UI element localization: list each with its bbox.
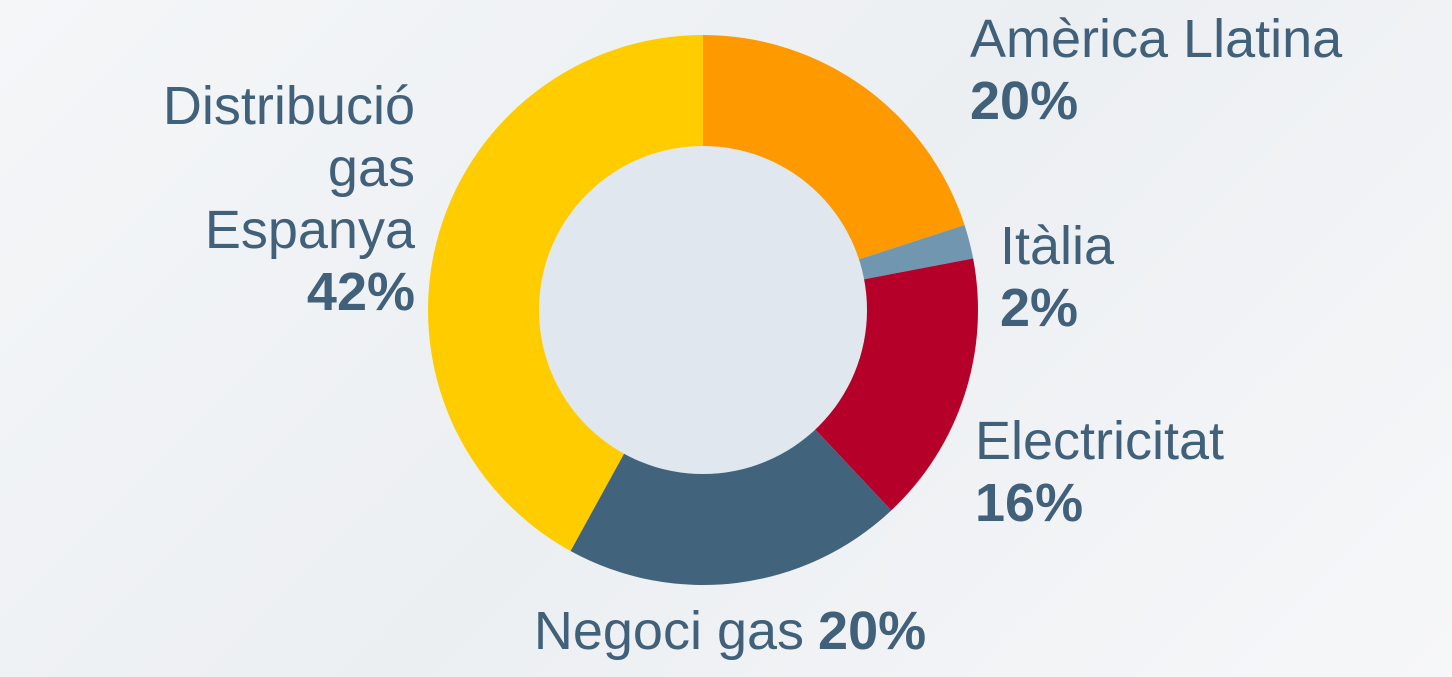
slice-label: Amèrica Llatina 20% — [970, 8, 1342, 132]
category-name: Amèrica Llatina — [970, 9, 1343, 69]
value-label: 20% — [970, 71, 1079, 131]
slice-label: Negoci gas 20% — [480, 600, 980, 662]
value-label: 20% — [818, 601, 927, 661]
category-name: Electricitat — [975, 411, 1225, 471]
category-name: Negoci gas — [533, 601, 805, 661]
value-label: 16% — [975, 473, 1084, 533]
donut-hole — [539, 146, 867, 474]
slice-label: Itàlia 2% — [1000, 215, 1114, 339]
slice-label: Electricitat 16% — [975, 410, 1224, 534]
slice-label: Distribució gas Espanya 42% — [115, 75, 415, 323]
category-name: Distribució gas Espanya — [162, 76, 415, 260]
value-label: 2% — [1000, 278, 1079, 338]
value-label: 42% — [306, 262, 415, 322]
category-name: Itàlia — [1000, 216, 1115, 276]
